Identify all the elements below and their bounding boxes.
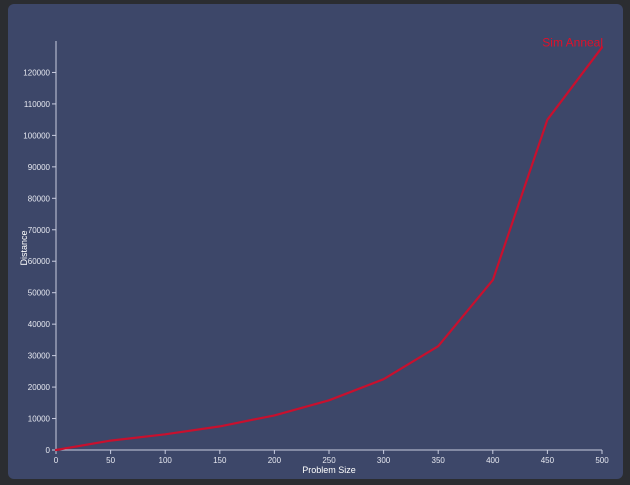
x-tick-label: 400 — [486, 456, 500, 465]
x-tick-label: 200 — [268, 456, 282, 465]
y-tick-label: 100000 — [23, 131, 50, 140]
y-tick-label: 40000 — [28, 320, 51, 329]
chart-panel — [8, 4, 623, 479]
y-tick-label: 70000 — [28, 226, 51, 235]
x-tick-label: 100 — [159, 456, 173, 465]
y-tick-label: 120000 — [23, 68, 50, 77]
y-tick-label: 60000 — [28, 257, 51, 266]
x-tick-label: 300 — [377, 456, 391, 465]
x-tick-label: 450 — [541, 456, 555, 465]
x-tick-label: 250 — [322, 456, 336, 465]
x-axis-title: Problem Size — [302, 465, 356, 475]
y-tick-label: 10000 — [28, 415, 51, 424]
series-layer: Sim Anneal — [54, 35, 604, 452]
y-axis-title: Distance — [19, 230, 29, 265]
y-tick-label: 110000 — [24, 100, 51, 109]
series-label-sim-anneal: Sim Anneal — [542, 35, 603, 49]
x-tick-label: 0 — [54, 456, 59, 465]
y-tick-label: 0 — [46, 446, 51, 455]
x-tick-label: 350 — [432, 456, 446, 465]
y-tick-label: 20000 — [28, 383, 51, 392]
x-tick-label: 50 — [106, 456, 115, 465]
y-tick-label: 50000 — [28, 289, 51, 298]
y-tick-label: 80000 — [28, 194, 51, 203]
y-tick-label: 30000 — [28, 352, 51, 361]
y-axis: 0 10000 20000 30000 40000 50000 60000 70000 8000… — [23, 41, 57, 455]
series-line-sim-anneal — [54, 46, 604, 452]
x-axis: 0 50 100 150 200 250 300 350 400 450 500 — [54, 449, 609, 465]
x-tick-label: 150 — [213, 456, 227, 465]
y-tick-label: 90000 — [28, 163, 51, 172]
x-tick-label: 500 — [595, 456, 609, 465]
